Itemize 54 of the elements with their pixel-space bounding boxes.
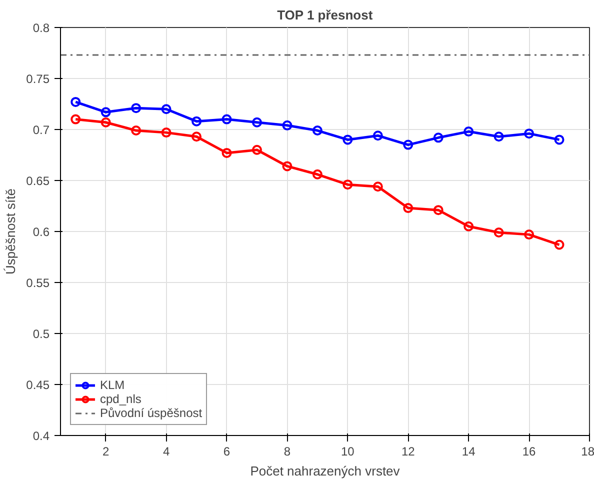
y-tick-label: 0.65 [26, 174, 50, 188]
point [403, 140, 414, 150]
point [524, 128, 534, 139]
y-tick-label: 0.5 [32, 327, 50, 341]
point [342, 134, 353, 145]
x-tick-label: 18 [581, 444, 594, 458]
x-tick-label: 8 [284, 444, 291, 458]
point [433, 205, 444, 216]
point [131, 103, 142, 114]
point [252, 117, 262, 128]
point [342, 180, 353, 190]
point [131, 126, 142, 136]
point [222, 114, 232, 124]
legend-label: cpd_nls [100, 392, 142, 406]
point [524, 230, 534, 240]
x-axis-title: Počet nahrazených vrstev [250, 464, 400, 478]
x-tick-label: 10 [341, 444, 355, 458]
point [100, 107, 111, 118]
point [312, 169, 322, 180]
y-tick-label: 0.6 [32, 225, 50, 239]
y-tick-label: 0.4 [32, 429, 50, 443]
point [161, 128, 172, 138]
point [403, 203, 414, 214]
point [494, 132, 504, 142]
point [192, 132, 202, 142]
y-tick-label: 0.55 [26, 276, 50, 290]
point [312, 126, 322, 136]
x-tick-label: 6 [223, 444, 230, 458]
point [161, 104, 172, 114]
point [192, 116, 202, 126]
legend-label: KLM [100, 378, 125, 392]
point [222, 148, 232, 158]
y-tick-label: 0.75 [26, 72, 50, 86]
point [282, 120, 292, 130]
point [464, 221, 474, 232]
y-tick-label: 0.45 [26, 378, 50, 392]
y-tick-label: 0.7 [32, 123, 50, 137]
point [372, 130, 383, 141]
x-tick-label: 16 [522, 444, 536, 458]
point [100, 117, 111, 128]
point [282, 161, 292, 172]
point [464, 126, 474, 137]
x-tick-label: 2 [102, 444, 110, 458]
x-tick-label: 4 [162, 444, 170, 458]
chart-title: TOP 1 přesnost [277, 8, 374, 22]
y-tick-label: 0.8 [32, 21, 50, 35]
y-axis-title: Úspěšnost sítě [3, 188, 18, 274]
x-tick-label: 14 [462, 444, 476, 458]
x-tick-label: 12 [401, 444, 416, 458]
legend-label: Původní úspěšnost [100, 406, 202, 420]
point [252, 144, 262, 155]
point [372, 182, 383, 192]
point [494, 228, 504, 238]
point [433, 132, 444, 143]
